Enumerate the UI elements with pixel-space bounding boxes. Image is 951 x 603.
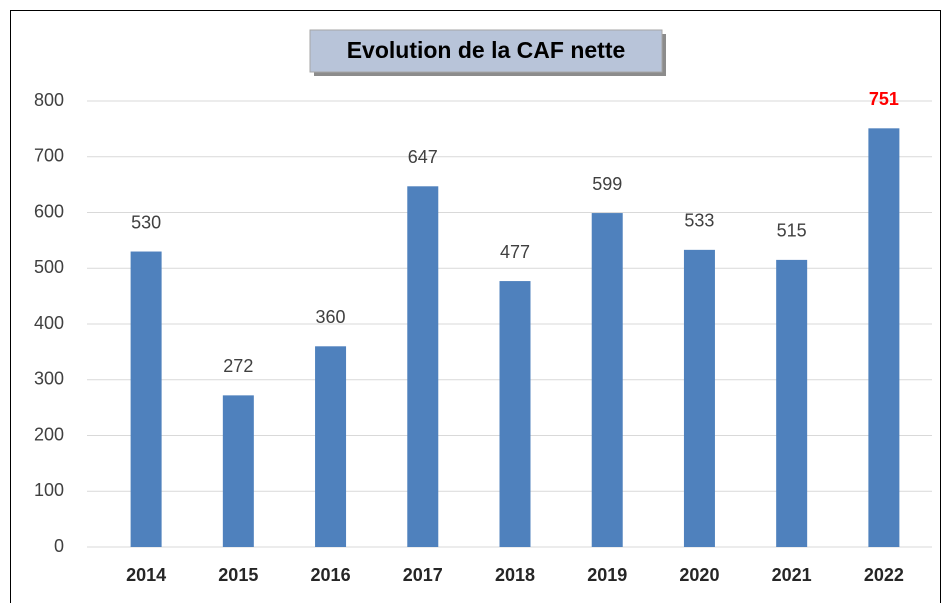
x-tick-label: 2022 — [864, 565, 904, 585]
data-label: 533 — [684, 211, 714, 231]
data-label: 599 — [592, 174, 622, 194]
x-tick-label: 2018 — [495, 565, 535, 585]
bar — [315, 346, 347, 547]
bar — [407, 186, 439, 548]
bar — [222, 395, 254, 547]
data-label: 515 — [777, 221, 807, 241]
x-tick-label: 2014 — [126, 565, 166, 585]
y-tick-label: 0 — [54, 536, 64, 556]
y-tick-label: 800 — [34, 90, 64, 110]
data-label: 647 — [408, 147, 438, 167]
data-label: 530 — [131, 212, 161, 232]
chart-title: Evolution de la CAF nette — [347, 37, 626, 63]
data-label: 751 — [869, 89, 899, 109]
x-tick-label: 2021 — [772, 565, 812, 585]
x-tick-label: 2019 — [587, 565, 627, 585]
bar — [683, 249, 715, 548]
x-tick-label: 2020 — [679, 565, 719, 585]
y-tick-label: 200 — [34, 424, 64, 444]
data-label: 477 — [500, 242, 530, 262]
bar — [591, 213, 623, 547]
y-tick-label: 300 — [34, 369, 64, 389]
y-tick-label: 400 — [34, 313, 64, 333]
y-tick-label: 500 — [34, 257, 64, 277]
data-label: 272 — [223, 356, 253, 376]
bar — [499, 281, 531, 547]
y-tick-label: 600 — [34, 201, 64, 221]
bar — [130, 251, 162, 547]
title-box — [309, 29, 663, 73]
y-tick-label: 100 — [34, 480, 64, 500]
bar — [776, 259, 808, 547]
data-label: 360 — [316, 307, 346, 327]
x-tick-label: 2017 — [403, 565, 443, 585]
bar — [868, 128, 900, 547]
x-tick-label: 2016 — [311, 565, 351, 585]
y-tick-label: 700 — [34, 146, 64, 166]
x-tick-label: 2015 — [218, 565, 258, 585]
